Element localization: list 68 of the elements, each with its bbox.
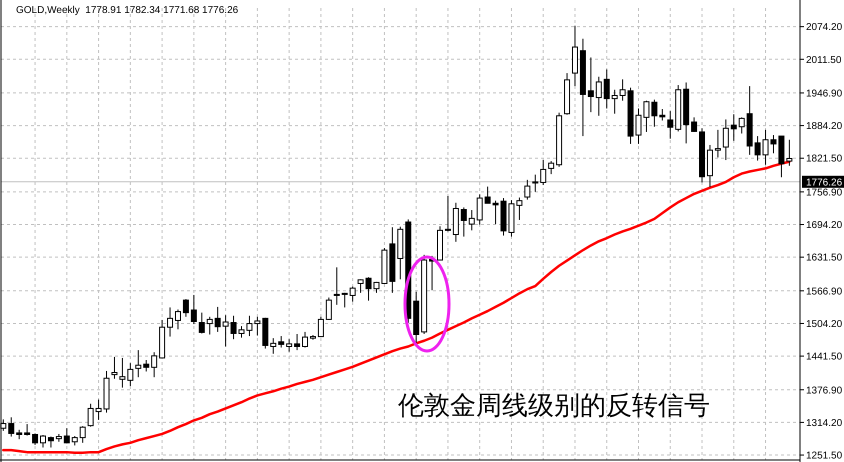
candlestick <box>460 206 467 238</box>
candlestick <box>524 179 530 200</box>
y-tick-label: 1821.50 <box>806 154 843 165</box>
candlestick <box>174 309 181 330</box>
candlestick <box>182 298 189 318</box>
y-tick-label: 1631.50 <box>806 252 843 264</box>
annotation: 伦敦金周线级别的反转信号 <box>398 391 710 421</box>
candlestick <box>40 434 46 448</box>
candlestick <box>691 116 698 132</box>
y-tick-label: 1884.20 <box>806 121 843 132</box>
y-tick-label: 1314.20 <box>806 418 843 429</box>
candlestick <box>16 429 22 440</box>
y-tick-label: 1694.20 <box>806 220 843 232</box>
candlestick <box>548 160 554 175</box>
candlestick <box>754 136 761 162</box>
candlestick <box>484 186 491 204</box>
y-tick-label: 1946.90 <box>806 88 843 100</box>
candlestick <box>246 315 252 337</box>
candlestick <box>302 331 308 348</box>
candlestick <box>714 129 721 158</box>
candlestick <box>286 338 292 352</box>
candlestick <box>326 297 332 320</box>
candlestick <box>32 432 38 446</box>
candlestick <box>214 306 221 332</box>
y-tick-label: 1756.90 <box>806 187 843 198</box>
candlestick <box>350 286 356 302</box>
y-tick-label: 1441.50 <box>806 352 843 363</box>
candlestick <box>366 276 372 302</box>
ref-line-label: 1776.26 <box>806 177 843 188</box>
candlestick <box>151 352 158 378</box>
candlestick <box>722 118 729 161</box>
title: GOLD,Weekly 1778.91 1782.34 1771.68 1776.26 <box>16 5 238 16</box>
candlestick <box>651 99 658 128</box>
candlestick <box>24 424 30 436</box>
candlestick <box>588 56 594 113</box>
candlestick <box>190 294 197 325</box>
candlestick <box>516 197 522 220</box>
candlestick <box>786 139 792 166</box>
candlestick <box>111 356 118 380</box>
candlestick <box>612 89 618 114</box>
candlestick <box>48 436 54 448</box>
y-tick-label: 1251.50 <box>806 450 843 462</box>
y-tick-label: 1504.20 <box>806 318 843 330</box>
candlestick <box>762 129 769 166</box>
candlestick <box>659 108 666 121</box>
candlestick <box>318 316 324 338</box>
candlestick <box>620 78 626 102</box>
candlestick <box>294 333 300 351</box>
candlestick <box>88 403 94 428</box>
candlestick <box>230 315 237 340</box>
candlestick <box>119 357 126 388</box>
candlestick <box>643 100 650 132</box>
y-tick-label: 2011.50 <box>806 54 842 66</box>
y-tick-label: 2074.20 <box>806 22 843 34</box>
y-tick-label: 1566.90 <box>806 286 843 298</box>
candlestick <box>167 306 174 338</box>
candlestick <box>254 316 260 336</box>
candlestick <box>64 428 70 444</box>
candlestick <box>238 326 244 338</box>
candlestick <box>770 134 776 154</box>
candlestick <box>96 399 102 420</box>
y-tick-label: 1376.90 <box>806 385 843 396</box>
candlestick <box>358 278 364 294</box>
candlestick <box>222 314 229 347</box>
candlestick <box>636 108 642 144</box>
candlestick <box>127 362 134 387</box>
candlestick <box>444 195 451 232</box>
candlestick <box>492 200 499 225</box>
